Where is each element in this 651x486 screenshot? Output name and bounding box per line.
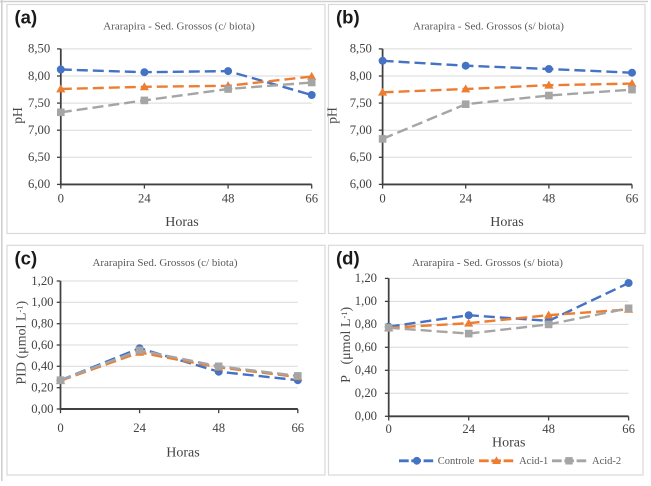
svg-text:Horas: Horas bbox=[492, 436, 525, 451]
svg-text:Ararapira - Sed. Grossos (c/ b: Ararapira - Sed. Grossos (c/ biota) bbox=[103, 21, 255, 33]
svg-text:0: 0 bbox=[379, 192, 385, 206]
svg-text:48: 48 bbox=[543, 192, 556, 206]
svg-text:48: 48 bbox=[222, 192, 235, 206]
svg-text:0,80: 0,80 bbox=[355, 317, 377, 331]
svg-text:6,00: 6,00 bbox=[28, 177, 50, 191]
svg-text:Controle: Controle bbox=[438, 456, 475, 467]
svg-text:PID (μmol L-1): PID (μmol L-1) bbox=[15, 300, 30, 384]
svg-text:66: 66 bbox=[626, 192, 639, 206]
svg-text:0,60: 0,60 bbox=[31, 338, 53, 352]
svg-text:1,00: 1,00 bbox=[355, 294, 377, 308]
svg-text:6,50: 6,50 bbox=[350, 150, 372, 164]
svg-text:66: 66 bbox=[305, 192, 318, 206]
svg-text:8,00: 8,00 bbox=[350, 69, 372, 83]
svg-text:24: 24 bbox=[133, 421, 146, 435]
svg-text:0,60: 0,60 bbox=[355, 340, 377, 354]
svg-text:1,20: 1,20 bbox=[355, 271, 377, 285]
svg-text:24: 24 bbox=[138, 192, 151, 206]
svg-text:8,50: 8,50 bbox=[28, 42, 50, 56]
svg-text:6,50: 6,50 bbox=[28, 150, 50, 164]
svg-text:24: 24 bbox=[462, 422, 475, 436]
svg-text:Horas: Horas bbox=[166, 446, 199, 461]
svg-text:0,00: 0,00 bbox=[355, 409, 377, 423]
svg-text:Acid-2: Acid-2 bbox=[592, 456, 621, 467]
svg-text:1,00: 1,00 bbox=[31, 295, 53, 309]
svg-text:Horas: Horas bbox=[490, 215, 523, 230]
svg-text:P (μmol L-1): P (μmol L-1) bbox=[339, 306, 354, 382]
svg-text:0,40: 0,40 bbox=[31, 359, 53, 373]
svg-text:7,00: 7,00 bbox=[350, 123, 372, 137]
svg-text:0: 0 bbox=[57, 421, 63, 435]
svg-text:Ararapira - Sed. Grossos (s/ b: Ararapira - Sed. Grossos (s/ biota) bbox=[412, 257, 563, 269]
svg-text:8,00: 8,00 bbox=[28, 69, 50, 83]
svg-text:66: 66 bbox=[622, 422, 635, 436]
svg-text:66: 66 bbox=[291, 421, 304, 435]
svg-text:(b): (b) bbox=[336, 7, 360, 28]
svg-text:0: 0 bbox=[386, 422, 392, 436]
svg-text:7,50: 7,50 bbox=[350, 96, 372, 110]
svg-text:7,00: 7,00 bbox=[28, 123, 50, 137]
svg-text:(a): (a) bbox=[15, 7, 38, 28]
svg-text:0,00: 0,00 bbox=[31, 402, 53, 416]
svg-text:8,50: 8,50 bbox=[350, 42, 372, 56]
svg-text:Ararapira Sed. Grossos (c/ bio: Ararapira Sed. Grossos (c/ biota) bbox=[92, 257, 237, 269]
svg-text:(d): (d) bbox=[336, 248, 360, 269]
svg-text:pH: pH bbox=[10, 107, 25, 124]
svg-text:6,00: 6,00 bbox=[350, 177, 372, 191]
svg-text:(c): (c) bbox=[15, 248, 38, 269]
svg-text:Horas: Horas bbox=[165, 215, 198, 230]
svg-text:24: 24 bbox=[459, 192, 472, 206]
svg-text:1,20: 1,20 bbox=[31, 274, 53, 288]
svg-text:0,20: 0,20 bbox=[355, 386, 377, 400]
svg-text:pH: pH bbox=[325, 107, 340, 124]
svg-text:Ararapira - Sed. Grossos (s/ b: Ararapira - Sed. Grossos (s/ biota) bbox=[413, 21, 564, 33]
svg-text:0,80: 0,80 bbox=[31, 317, 53, 331]
svg-text:0: 0 bbox=[58, 192, 64, 206]
svg-text:48: 48 bbox=[212, 421, 225, 435]
svg-text:7,50: 7,50 bbox=[28, 96, 50, 110]
svg-text:0,40: 0,40 bbox=[355, 363, 377, 377]
svg-text:48: 48 bbox=[542, 422, 555, 436]
svg-text:Acid-1: Acid-1 bbox=[519, 456, 548, 467]
svg-text:0,20: 0,20 bbox=[31, 381, 53, 395]
